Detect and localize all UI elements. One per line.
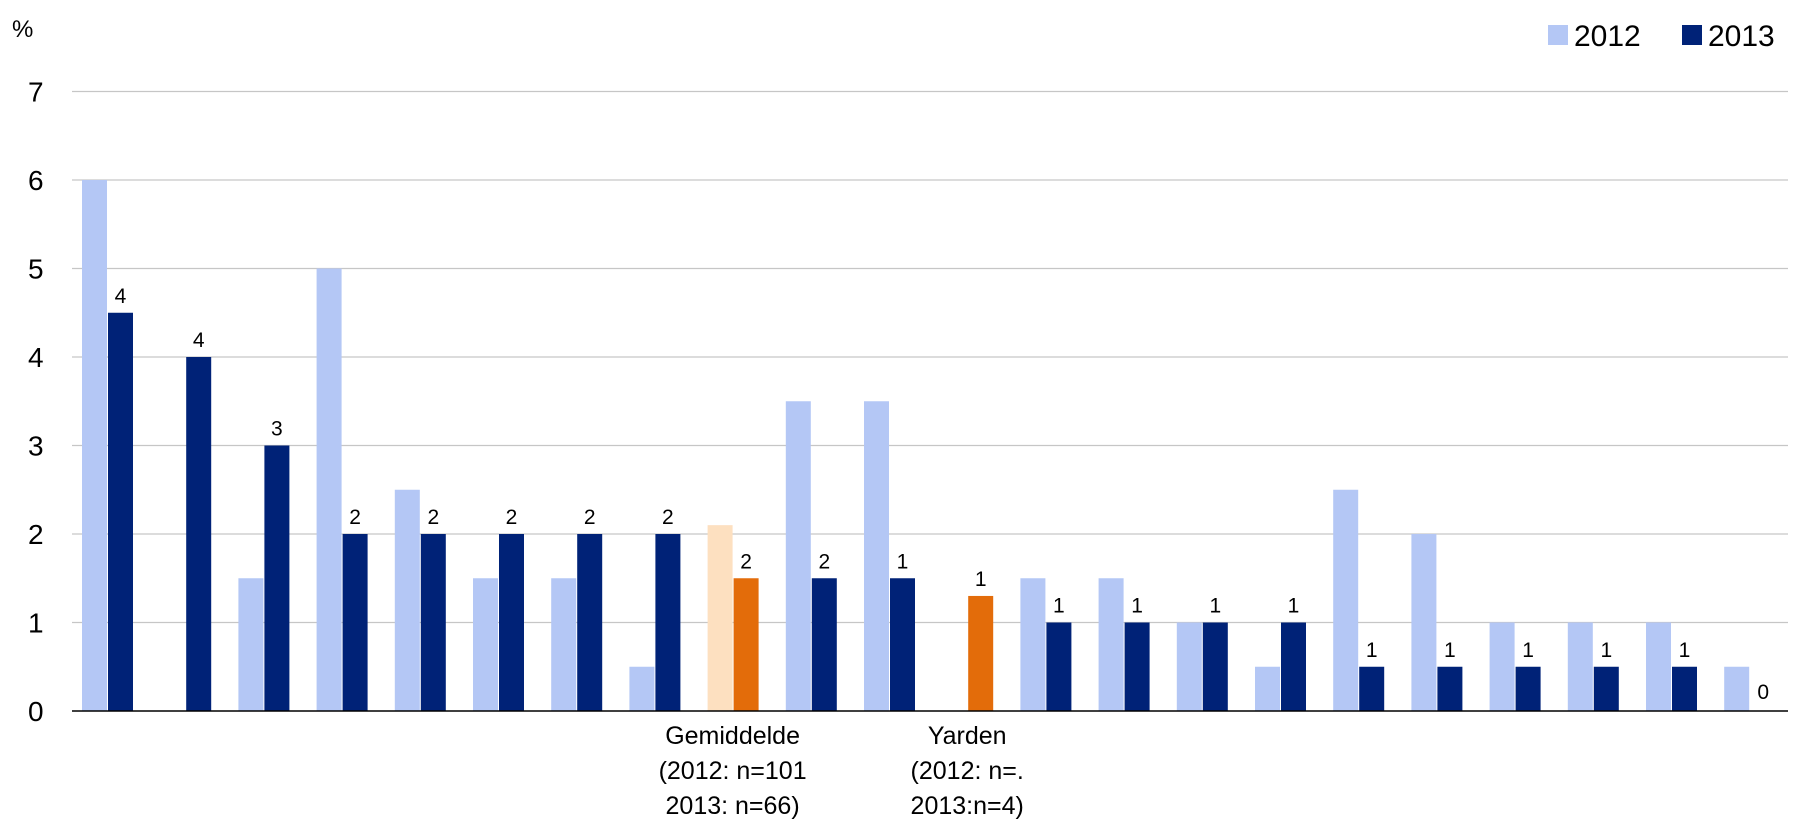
legend-label: 2013	[1708, 20, 1775, 53]
bar-2013	[499, 534, 524, 711]
bar-2012	[1333, 489, 1359, 711]
bar-2013	[342, 534, 368, 711]
data-label: 1	[1444, 639, 1456, 662]
data-label: 4	[115, 285, 127, 308]
data-label: 1	[975, 568, 987, 591]
data-label: 1	[1053, 595, 1065, 618]
category-label: 2013: n=66)	[666, 792, 800, 820]
data-label: 2	[584, 506, 596, 529]
data-label: 4	[193, 329, 205, 352]
bar-2013	[1046, 622, 1072, 711]
bar-2013	[1515, 666, 1541, 711]
y-tick-label: 2	[28, 519, 44, 550]
y-tick-label: 7	[28, 77, 44, 108]
data-label: 2	[349, 506, 361, 529]
data-label: 1	[897, 550, 909, 573]
data-label: 1	[1131, 595, 1143, 618]
y-tick-label: 3	[28, 431, 44, 462]
y-axis-unit: %	[12, 16, 33, 43]
bar-2013	[1593, 666, 1619, 711]
bar-2013	[733, 578, 759, 711]
y-tick-label: 1	[28, 608, 44, 639]
bar-2013	[1437, 666, 1463, 711]
bar-2012	[629, 666, 655, 711]
data-label: 2	[427, 506, 439, 529]
bar-2013	[1672, 666, 1697, 711]
bar-2013	[890, 578, 915, 711]
y-tick-label: 4	[28, 342, 44, 373]
bar-2013	[420, 534, 446, 711]
legend: 2012 2013	[1548, 20, 1775, 53]
bar-2012	[82, 180, 107, 711]
category-label: (2012: n=.	[911, 757, 1024, 785]
bar-2013	[577, 534, 603, 711]
data-label: 1	[1522, 639, 1534, 662]
bar-2012	[473, 578, 498, 711]
data-label: 1	[1288, 595, 1300, 618]
y-axis: 0 1 2 3 4 5 6 7	[28, 77, 1788, 727]
bar-2012	[1176, 622, 1202, 711]
bar-2012	[1020, 578, 1046, 711]
data-label: 2	[662, 506, 674, 529]
bar-2012	[1411, 534, 1437, 711]
bar-2013	[1359, 666, 1385, 711]
legend-label: 2012	[1574, 20, 1641, 53]
bar-2013	[968, 595, 994, 711]
data-label: 2	[506, 506, 518, 529]
legend-swatch	[1548, 25, 1568, 45]
bar-2013	[1124, 622, 1150, 711]
bar-2012	[1255, 666, 1280, 711]
bar-2013	[264, 445, 290, 711]
bar-2012	[707, 525, 733, 711]
category-labels: Gemiddelde (2012: n=101 2013: n=66) Yarden (…	[659, 722, 1024, 820]
bar-2012	[1098, 578, 1124, 711]
data-label: 2	[818, 550, 830, 573]
bar-2012	[785, 401, 811, 711]
y-tick-label: 5	[28, 254, 44, 285]
bars	[82, 180, 1750, 711]
bar-2012	[394, 489, 420, 711]
bar-2013	[108, 312, 133, 711]
data-label: 3	[271, 418, 283, 441]
legend-swatch	[1682, 25, 1702, 45]
data-label: 1	[1366, 639, 1378, 662]
category-label: Gemiddelde	[665, 722, 800, 750]
bar-2012	[551, 578, 577, 711]
data-label: 1	[1209, 595, 1221, 618]
category-label: Yarden	[928, 722, 1007, 750]
data-label: 1	[1679, 639, 1691, 662]
category-label: (2012: n=101	[659, 757, 807, 785]
bar-2013	[811, 578, 837, 711]
y-tick-label: 0	[28, 696, 44, 727]
category-label: 2013:n=4)	[911, 792, 1024, 820]
bar-2012	[1489, 622, 1515, 711]
data-label: 1	[1600, 639, 1612, 662]
data-label: 0	[1757, 681, 1769, 704]
bar-2012	[864, 401, 889, 711]
data-labels: 4 4 3 2 2 2 2 2 2 2 1 1 1 1 1 1 1 1 1 1 1 0	[115, 285, 1769, 704]
bar-2013	[186, 357, 212, 711]
bar-2012	[316, 268, 342, 711]
bar-2013	[655, 534, 681, 711]
data-label: 2	[740, 550, 752, 573]
bar-2012	[1646, 622, 1671, 711]
bar-2012	[238, 578, 264, 711]
bar-2012	[1567, 622, 1593, 711]
bar-2012	[1724, 666, 1750, 711]
y-tick-label: 6	[28, 165, 44, 196]
bar-2013	[1202, 622, 1228, 711]
bar-2013	[1281, 622, 1306, 711]
